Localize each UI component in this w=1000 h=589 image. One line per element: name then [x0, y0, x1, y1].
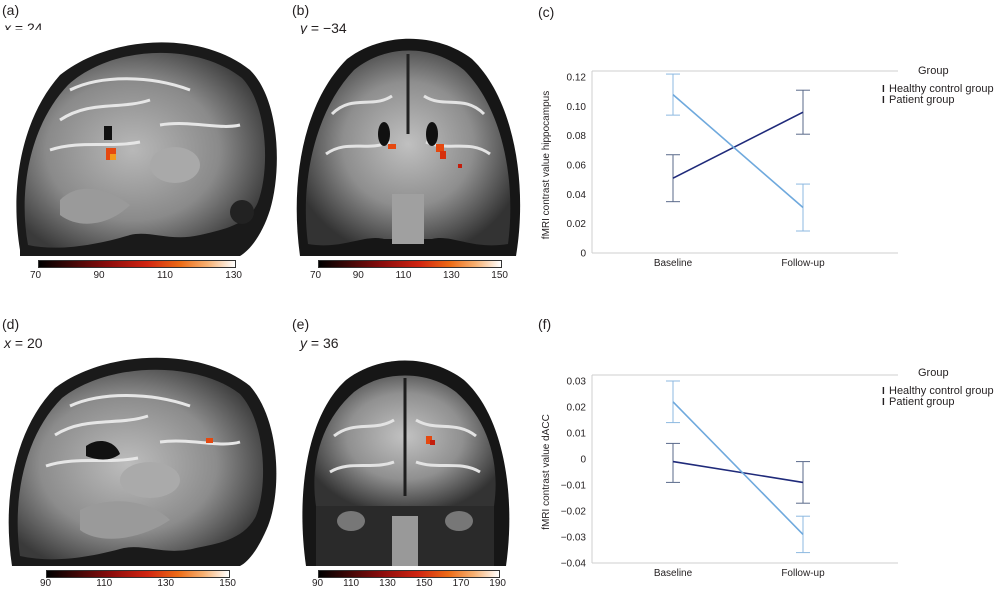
y-tick-label: 0.01	[567, 429, 587, 440]
colorbar-ticks-b: 70 90 110 130 150	[310, 270, 508, 281]
coordinate-label-e: y = 36	[300, 335, 339, 351]
panel-label-c: (c)	[538, 4, 555, 20]
series-line-healthy	[672, 111, 804, 179]
panel-label-a: (a)	[2, 2, 20, 18]
panel-label-d: (d)	[2, 316, 20, 332]
panel-label-e: (e)	[292, 316, 310, 332]
panel-label-f: (f)	[538, 316, 552, 332]
series-line-healthy	[672, 460, 804, 484]
y-tick-label: 0.06	[567, 161, 587, 172]
x-tick-label: Follow-up	[781, 258, 825, 269]
y-tick-label: 0.12	[567, 73, 587, 84]
brain-mri-coronal-b	[292, 34, 524, 256]
series-line-patient	[672, 401, 804, 535]
brain-mri-sagittal-a	[0, 30, 282, 256]
series-line-patient	[672, 93, 804, 209]
colorbar-d	[46, 570, 230, 578]
legend-title: Group	[918, 65, 949, 77]
legend-title: Group	[918, 367, 949, 379]
y-tick-label: −0.01	[561, 481, 587, 492]
y-tick-label: 0.10	[567, 102, 587, 113]
y-tick-label: 0.03	[567, 377, 587, 388]
legend-label: Patient group	[889, 94, 954, 106]
chart-hippocampus: fMRI contrast value hippocampus 0 0.02 0.04…	[541, 65, 994, 269]
y-tick-label: −0.03	[561, 533, 587, 544]
y-tick-label: 0.02	[567, 403, 587, 414]
coordinate-label-b: y = −34	[300, 20, 347, 36]
colorbar-ticks-a: 70 90 110 130	[30, 270, 242, 281]
legend-symbol: I	[882, 386, 885, 397]
colorbar-ticks-e: 90 110 130 150 170 190	[312, 578, 506, 589]
y-tick-label: −0.04	[561, 559, 587, 570]
y-tick-label: 0.04	[567, 190, 587, 201]
brain-mri-sagittal-d	[0, 350, 280, 566]
y-axis-label: fMRI contrast value hippocampus	[541, 91, 552, 239]
legend-label: Healthy control group	[889, 385, 994, 397]
brain-mri-coronal-e	[296, 356, 514, 566]
legend-symbol: I	[882, 397, 885, 408]
colorbar-b	[318, 260, 502, 268]
y-axis-label: fMRI contrast value dACC	[541, 414, 552, 530]
legend-symbol: I	[882, 84, 885, 95]
x-tick-label: Follow-up	[781, 568, 825, 579]
legend-symbol: I	[882, 95, 885, 106]
legend-label: Patient group	[889, 396, 954, 408]
y-tick-label: 0.02	[567, 219, 587, 230]
coordinate-label-d: x = 20	[4, 335, 43, 351]
colorbar-a	[38, 260, 236, 268]
colorbar-ticks-d: 90 110 130 150	[40, 578, 236, 589]
x-tick-label: Baseline	[654, 258, 693, 269]
chart-dacc: fMRI contrast value dACC 0.03 0.02 0.01 0 −0.…	[541, 367, 994, 579]
y-tick-label: −0.02	[561, 507, 587, 518]
legend-label: Healthy control group	[889, 83, 994, 95]
y-tick-label: 0	[580, 249, 586, 260]
y-tick-label: 0.08	[567, 131, 587, 142]
x-tick-label: Baseline	[654, 568, 693, 579]
panel-label-b: (b)	[292, 2, 310, 18]
y-tick-label: 0	[580, 455, 586, 466]
colorbar-e	[318, 570, 500, 578]
